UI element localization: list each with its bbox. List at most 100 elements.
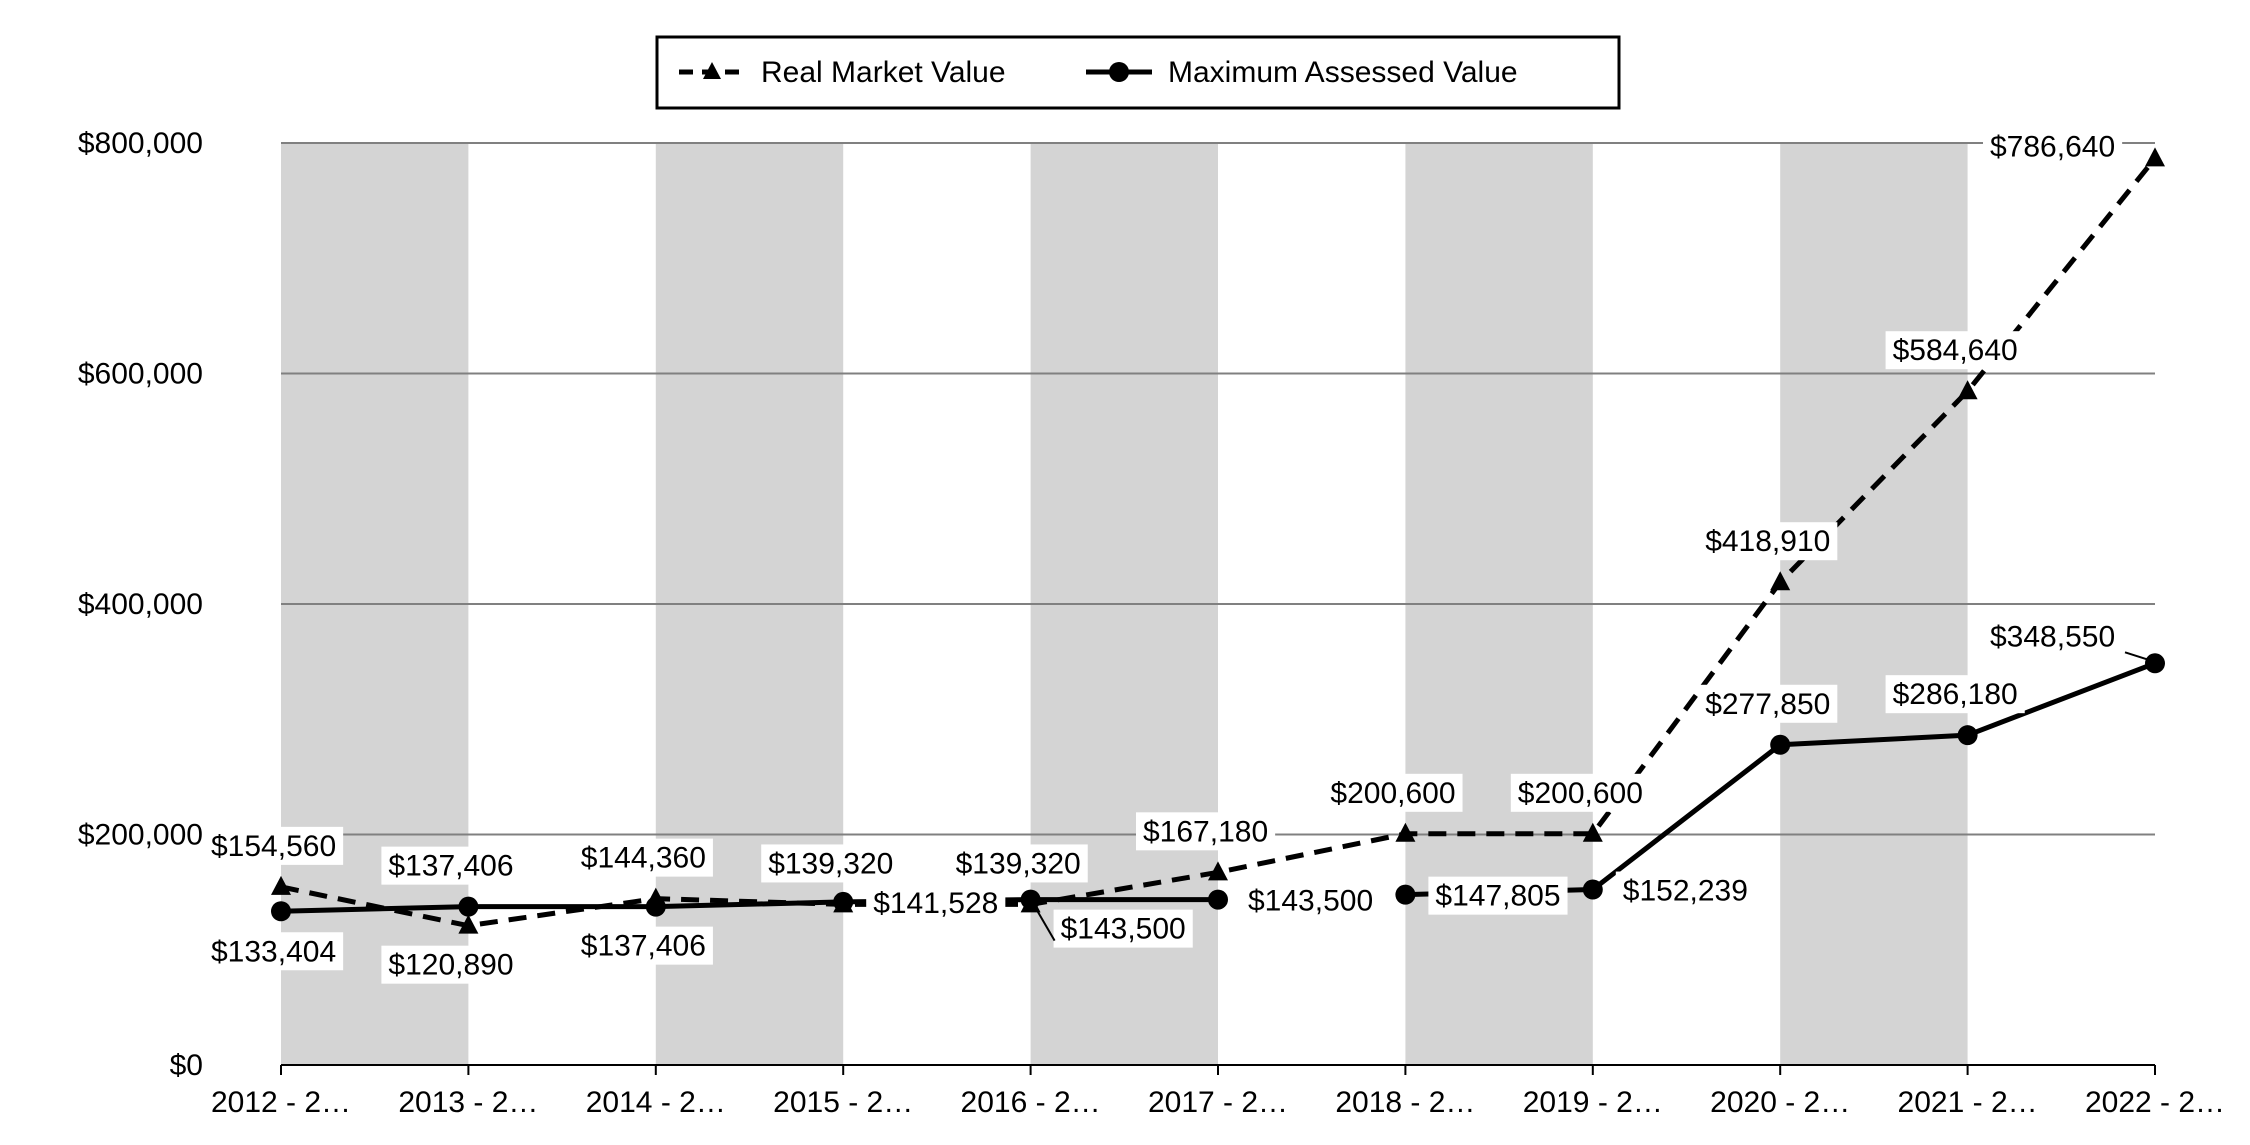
data-label-background xyxy=(204,932,344,971)
real-market-value-label: $167,180 xyxy=(1136,812,1276,851)
real-market-value-label: $584,640 xyxy=(1885,331,2025,370)
maximum-assessed-value-label: $141,528 xyxy=(866,883,1006,922)
data-label-text: $120,890 xyxy=(388,949,513,982)
series-markers xyxy=(271,147,2165,934)
maximum-assessed-value-label: $277,850 xyxy=(1698,684,1838,723)
data-label-text: $144,360 xyxy=(581,842,706,875)
maximum-assessed-value-point xyxy=(1208,889,1228,910)
legend-label: Real Market Value xyxy=(761,56,1006,89)
data-label-background xyxy=(1885,675,2025,714)
data-label-background xyxy=(204,826,344,865)
data-label-background xyxy=(1136,812,1276,851)
data-label-text: $133,404 xyxy=(211,935,336,968)
x-tick-label: 2016 - 2… xyxy=(961,1086,1101,1119)
maximum-assessed-value-label: $286,180 xyxy=(1885,675,2025,714)
data-label-text: $152,239 xyxy=(1623,875,1748,908)
data-label-background xyxy=(381,846,521,885)
maximum-assessed-value-point xyxy=(2145,653,2165,674)
data-label-background xyxy=(948,844,1088,883)
data-label-background xyxy=(1241,881,1381,920)
data-label-background xyxy=(1885,331,2025,370)
maximum-assessed-value-label: $143,500 xyxy=(1241,881,1381,920)
y-tick-label: $600,000 xyxy=(78,358,203,391)
data-label-background xyxy=(866,883,1006,922)
data-label-text: $141,528 xyxy=(873,887,998,920)
real-market-value-label: $418,910 xyxy=(1698,522,1838,561)
data-label-text: $143,500 xyxy=(1248,885,1373,918)
data-label-text: $200,600 xyxy=(1518,777,1643,810)
data-label-text: $786,640 xyxy=(1990,130,2115,163)
data-label-background xyxy=(1698,684,1838,723)
x-tick-label: 2017 - 2… xyxy=(1148,1086,1288,1119)
data-label-text: $200,600 xyxy=(1330,777,1455,810)
x-tick-label: 2014 - 2… xyxy=(586,1086,726,1119)
data-label-background xyxy=(381,945,521,984)
real-market-value-label: $200,600 xyxy=(1323,773,1463,812)
real-market-value-label: $200,600 xyxy=(1510,773,1650,812)
data-label-background xyxy=(1323,773,1463,812)
maximum-assessed-value-label: $137,406 xyxy=(573,926,713,965)
real-market-value-point xyxy=(271,875,291,895)
x-tick-label: 2022 - 2… xyxy=(2085,1086,2225,1119)
x-tick-label: 2020 - 2… xyxy=(1710,1086,1850,1119)
real-market-value-point xyxy=(1395,822,1416,842)
x-tick-label: 2013 - 2… xyxy=(398,1086,538,1119)
maximum-assessed-value-point xyxy=(458,896,479,917)
data-label-background xyxy=(573,926,713,965)
data-label-background xyxy=(573,838,713,877)
real-market-value-label: $154,560 xyxy=(204,826,344,865)
maximum-assessed-value-line xyxy=(280,897,1218,914)
maximum-assessed-value-point xyxy=(1582,879,1603,900)
data-label-text: $147,805 xyxy=(1435,880,1560,913)
x-tick-label: 2018 - 2… xyxy=(1335,1086,1475,1119)
legend-item-maximum-assessed-value[interactable]: Maximum Assessed Value xyxy=(1086,56,1518,89)
y-tick-label: $200,000 xyxy=(78,819,203,852)
x-tick-label: 2021 - 2… xyxy=(1898,1086,2038,1119)
maximum-assessed-value-point xyxy=(1957,725,1978,746)
maximum-assessed-value-label: $137,406 xyxy=(381,846,521,885)
x-tick-label: 2019 - 2… xyxy=(1523,1086,1663,1119)
data-label-text: $348,550 xyxy=(1990,620,2115,653)
data-label-background xyxy=(1983,617,2123,656)
real-market-value-label: $786,640 xyxy=(1983,127,2123,166)
data-label-background xyxy=(1983,127,2123,166)
y-tick-label: $0 xyxy=(170,1049,203,1082)
maximum-assessed-value-point xyxy=(833,891,854,912)
maximum-assessed-value-point xyxy=(645,896,666,917)
data-label-text: $584,640 xyxy=(1893,334,2018,367)
x-tick-label: 2015 - 2… xyxy=(773,1086,913,1119)
maximum-assessed-value-label: $152,239 xyxy=(1615,871,1755,910)
real-market-value-label: $139,320 xyxy=(761,844,901,883)
data-label-background xyxy=(1615,871,1755,910)
data-label-background xyxy=(1053,909,1193,948)
real-market-value-point xyxy=(1770,571,1791,591)
real-market-value-label: $144,360 xyxy=(573,838,713,877)
data-label-text: $139,320 xyxy=(956,847,1081,880)
data-label-text: $167,180 xyxy=(1143,815,1268,848)
legend-item-real-market-value[interactable]: Real Market Value xyxy=(679,56,1006,89)
maximum-assessed-value-label: $133,404 xyxy=(204,932,344,971)
label-leader-line xyxy=(2124,651,2148,661)
maximum-assessed-value-point xyxy=(271,901,291,922)
maximum-assessed-value-label: $143,500 xyxy=(1053,909,1193,948)
data-label-text: $139,320 xyxy=(768,847,893,880)
data-label-text: $154,560 xyxy=(211,830,336,863)
label-leader-line xyxy=(1035,909,1056,942)
data-labels: $154,560 $120,890 $144,360 $139,320 $139,320… xyxy=(204,127,2148,984)
axes: $0 $200,000 $400,000 $600,000 $800,000 2012 -… xyxy=(78,127,2225,1119)
real-market-value-label: $139,320 xyxy=(948,844,1088,883)
x-tick-label: 2012 - 2… xyxy=(211,1086,351,1119)
real-market-value-point xyxy=(1582,822,1603,842)
maximum-assessed-value-point xyxy=(1770,734,1791,755)
data-label-background xyxy=(1428,876,1568,915)
legend[interactable]: Real Market Value Maximum Assessed Value xyxy=(655,35,1621,110)
data-label-background xyxy=(1510,773,1650,812)
data-label-text: $286,180 xyxy=(1893,678,2018,711)
maximum-assessed-value-point xyxy=(1395,884,1416,905)
real-market-value-label: $120,890 xyxy=(381,945,521,984)
data-label-text: $277,850 xyxy=(1705,688,1830,721)
maximum-assessed-value-label: $147,805 xyxy=(1428,876,1568,915)
real-market-value-point xyxy=(1208,861,1228,881)
